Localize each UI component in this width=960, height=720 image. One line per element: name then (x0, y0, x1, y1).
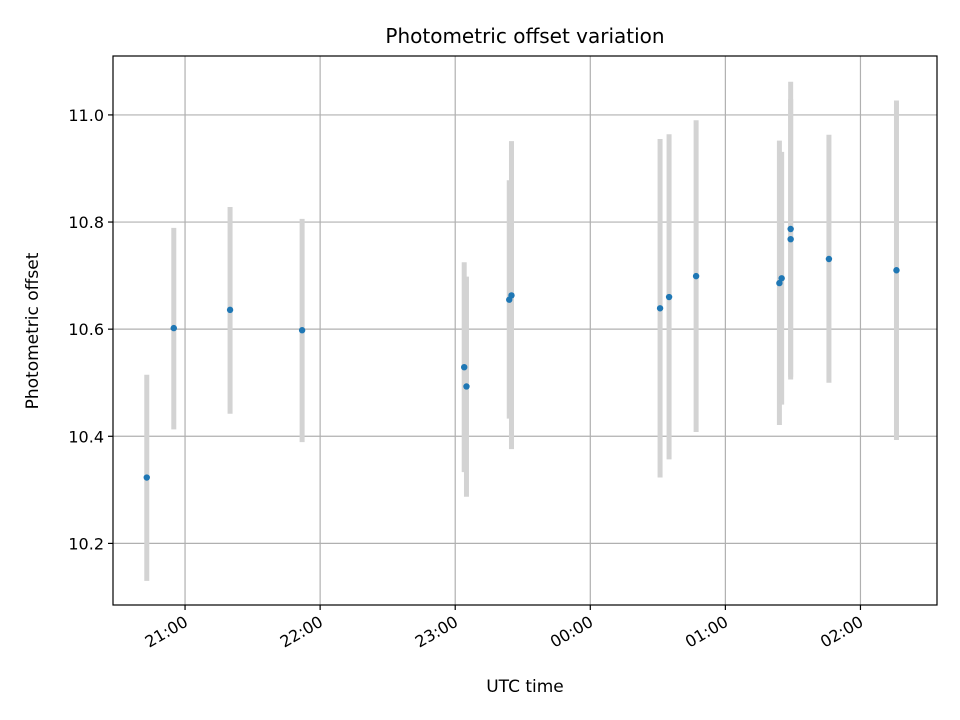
data-point (665, 293, 673, 301)
data-point (893, 267, 900, 274)
x-tick-label: 22:00 (277, 612, 326, 652)
x-tick-label: 23:00 (412, 612, 461, 652)
x-axis: 21:00 22:00 23:00 00:00 01:00 02:00 (142, 605, 866, 652)
data-point (298, 327, 306, 334)
data-point (461, 363, 468, 371)
y-tick-label: 10.2 (68, 534, 104, 553)
data-point (787, 225, 794, 233)
data-point (170, 324, 177, 332)
data-point (143, 474, 150, 481)
y-axis: 10.2 10.4 10.6 10.8 11.0 (68, 106, 113, 553)
data-point (226, 306, 234, 314)
data-point (463, 383, 470, 390)
y-tick-label: 10.6 (68, 320, 104, 339)
data-point (692, 272, 700, 280)
x-tick-label: 02:00 (817, 612, 866, 652)
chart-title: Photometric offset variation (385, 24, 664, 48)
grid-layer (113, 56, 937, 605)
data-point (508, 292, 515, 299)
data-point (825, 255, 833, 263)
data-point (787, 235, 794, 243)
x-tick-label: 01:00 (682, 612, 731, 652)
errorbar-layer (144, 81, 899, 581)
y-tick-label: 10.4 (68, 427, 104, 446)
x-tick-label: 00:00 (547, 612, 596, 652)
x-axis-label: UTC time (486, 677, 564, 697)
data-point (778, 275, 785, 282)
data-point (776, 279, 783, 287)
plot-frame (112, 55, 938, 606)
point-layer (143, 225, 900, 481)
y-axis-label: Photometric offset (23, 252, 43, 409)
y-tick-label: 10.8 (68, 213, 104, 232)
x-tick-label: 21:00 (142, 612, 191, 652)
data-point (656, 305, 664, 312)
y-tick-label: 11.0 (68, 106, 104, 125)
